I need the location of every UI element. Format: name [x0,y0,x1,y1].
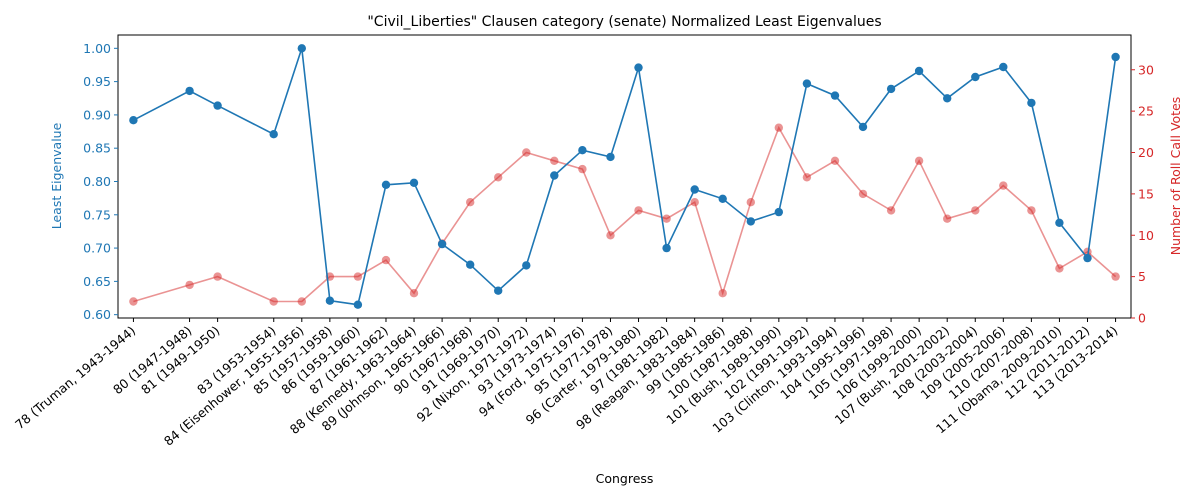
y-left-tick-label: 0.85 [83,141,111,156]
right-series-point [999,181,1008,190]
right-series-point [774,123,783,132]
right-series-point [494,173,503,182]
right-series-point [943,214,952,223]
right-series-point [971,206,980,215]
right-series-point [578,164,587,174]
left-series-point [914,66,924,76]
left-series-point [494,286,503,295]
left-series-point [634,63,643,72]
y-left-tick-label: 1.00 [83,41,111,56]
left-series-point [1111,52,1120,62]
right-series-point [522,148,531,157]
y-left-tick-label: 0.90 [83,107,111,122]
left-series-point [325,296,335,305]
left-series-point [971,72,980,82]
y-right-tick-label: 25 [1138,104,1154,119]
right-series-point [802,173,812,182]
y-left-tick-label: 0.70 [83,241,111,256]
y-axis-right-title: Number of Roll Call Votes [1168,97,1183,256]
left-series-point [858,122,868,132]
right-series-point [213,272,222,281]
left-series-point [578,146,587,155]
left-series-point [1027,98,1036,108]
right-series-point [550,156,559,165]
y-left-tick-label: 0.60 [83,307,111,322]
right-series-point [690,198,699,207]
right-series-point [858,189,868,199]
right-series-point [830,156,840,165]
y-left-tick-label: 0.95 [83,74,111,89]
y-left-tick-label: 0.80 [83,174,111,189]
left-series-point [522,261,531,270]
left-series-point [690,185,699,194]
left-series-point [830,91,840,100]
left-series-point [999,62,1008,72]
right-series-point [886,206,896,215]
left-series-point [746,217,755,226]
x-axis-title: Congress [596,471,654,486]
left-series-point [718,194,727,203]
left-series-point [886,84,896,94]
left-series-point [381,180,391,189]
y-left-tick-label: 0.65 [83,274,111,289]
left-series-point [353,300,363,309]
right-series-point [129,297,138,306]
right-series-point [297,297,306,306]
y-right-tick-label: 30 [1138,62,1154,77]
right-series-line [133,125,1117,303]
right-series-point [1055,264,1064,273]
right-series-point [746,198,755,207]
left-series-line [133,48,1117,306]
left-series-point [774,207,783,217]
right-series-point [466,198,475,207]
left-series-point [185,86,194,96]
y-right-tick-label: 0 [1138,311,1146,326]
y-left-tick-label: 0.75 [83,207,111,222]
left-series-point [943,94,952,103]
left-series-point [213,101,222,110]
left-series-point [437,239,447,249]
right-series-point [269,297,278,306]
right-series-point [381,255,391,265]
right-series-point [1111,272,1120,281]
right-series-point [606,231,615,240]
right-series-point [353,272,363,281]
chart-title: "Civil_Liberties" Clausen category (sena… [367,14,881,30]
right-series-point [409,289,419,298]
plot-frame [117,34,1132,319]
left-series-point [550,171,559,180]
right-series-point [634,206,643,215]
left-series-point [662,243,671,253]
right-series-point [662,214,671,223]
y-right-tick-label: 20 [1138,145,1154,160]
left-series-point [802,79,812,88]
right-series-point [718,289,727,298]
right-series-point [185,280,194,290]
left-series-point [269,130,278,139]
y-right-tick-label: 10 [1138,228,1154,243]
left-series-point [129,116,138,125]
left-series-point [297,44,306,53]
y-right-tick-label: 15 [1138,186,1154,201]
left-series-point [606,152,615,162]
left-series-point [1055,218,1064,227]
left-series-point [1083,253,1092,263]
left-series-point [466,260,475,269]
right-series-point [1027,206,1036,215]
y-axis-left-title: Least Eigenvalue [49,122,64,229]
right-series-point [914,156,924,165]
right-series-point [1083,247,1092,256]
left-series-point [409,178,419,187]
y-right-tick-label: 5 [1138,269,1146,284]
